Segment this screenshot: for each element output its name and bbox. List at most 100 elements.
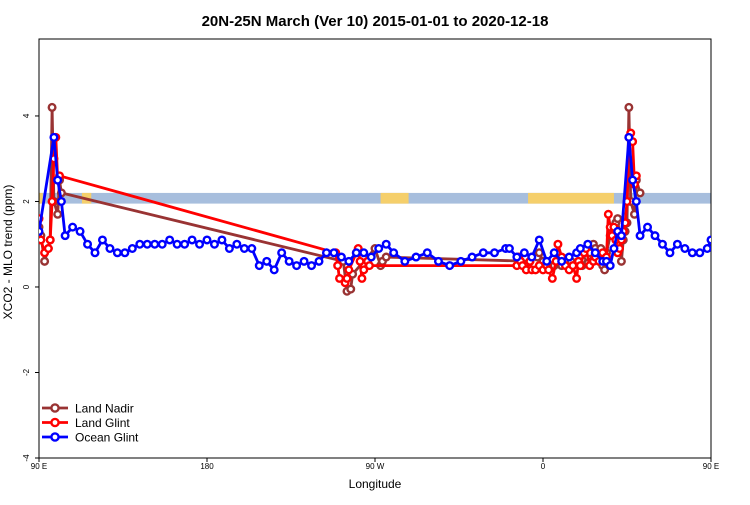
x-tick-label: 90 E [31, 462, 47, 471]
data-point [635, 231, 645, 241]
data-point [49, 132, 59, 142]
data-point [603, 209, 613, 219]
data-point [628, 175, 638, 185]
data-point [342, 273, 352, 283]
data-point [557, 256, 567, 266]
data-point [321, 248, 331, 258]
data-point [45, 235, 55, 245]
data-point [53, 209, 63, 219]
land-segment [528, 192, 614, 204]
data-point [254, 261, 264, 271]
land-segment [39, 192, 43, 204]
legend-label: Land Nadir [75, 402, 134, 416]
data-point [527, 252, 537, 262]
data-point [40, 256, 50, 266]
data-point [422, 248, 432, 258]
legend-marker [50, 417, 60, 428]
data-point [344, 256, 354, 266]
data-point [60, 231, 70, 241]
data-point [307, 261, 317, 271]
data-point [269, 265, 279, 275]
data-point [381, 239, 391, 249]
data-point [665, 248, 675, 258]
data-point [142, 239, 152, 249]
series-2 [39, 132, 711, 275]
y-tick-label: -2 [22, 368, 31, 376]
y-tick-label: 0 [22, 284, 31, 289]
data-point [706, 235, 711, 245]
data-point [389, 248, 399, 258]
y-axis-label: XCO2 - MLO trend (ppm) [1, 185, 15, 320]
y-tick-label: 4 [22, 113, 31, 118]
data-point [165, 235, 175, 245]
data-point [650, 231, 660, 241]
data-point [232, 239, 242, 249]
data-point [366, 252, 376, 262]
data-point [357, 273, 367, 283]
data-point [445, 261, 455, 271]
y-axis: -4 -2 0 2 4 [22, 113, 39, 462]
data-point [97, 235, 107, 245]
data-point [292, 261, 302, 271]
data-point [702, 244, 711, 253]
data-point [512, 252, 522, 262]
y-tick-label: -4 [22, 454, 31, 462]
data-point [553, 239, 563, 249]
data-point [56, 196, 66, 206]
data-point [284, 256, 294, 266]
data-point [68, 222, 78, 232]
data-point [364, 261, 374, 271]
data-point [262, 256, 272, 266]
data-point [217, 235, 227, 245]
data-point [359, 265, 369, 275]
legend-marker [50, 432, 60, 442]
x-tick-label: 90 W [366, 462, 385, 471]
data-point [195, 239, 205, 249]
data-point [613, 214, 623, 224]
data-point [635, 188, 645, 198]
data-point [680, 243, 690, 253]
data-point [534, 235, 544, 245]
data-point [605, 261, 615, 271]
x-tick-label: 90 E [703, 462, 719, 471]
series-layer [39, 102, 711, 296]
data-point [351, 248, 361, 258]
data-point [695, 248, 705, 258]
data-point [624, 132, 634, 142]
data-point [39, 235, 46, 245]
data-point [344, 265, 354, 275]
data-point [544, 265, 554, 275]
data-point [609, 243, 619, 253]
data-point [346, 284, 356, 294]
data-point [299, 256, 309, 266]
data-point [542, 256, 552, 266]
chart-title: 20N-25N March (Ver 10) 2015-01-01 to 202… [202, 13, 549, 30]
land-segment [713, 193, 717, 204]
data-point [381, 252, 391, 262]
data-point [583, 239, 593, 249]
x-axis-label: Longitude [349, 477, 402, 491]
data-point [504, 243, 514, 253]
data-point [575, 243, 585, 253]
legend-label: Ocean Glint [75, 431, 139, 445]
data-point [549, 248, 559, 258]
data-point [359, 248, 369, 258]
data-point [467, 252, 477, 262]
land-segment [380, 192, 409, 204]
data-point [657, 239, 667, 249]
data-point [90, 248, 100, 258]
legend-item: Land Nadir [42, 402, 134, 416]
data-point [209, 239, 219, 249]
data-point [39, 226, 44, 236]
data-point [590, 248, 600, 258]
data-point [247, 243, 257, 253]
data-point [489, 248, 499, 258]
data-point [112, 248, 122, 258]
data-point [333, 261, 343, 271]
data-point [277, 248, 287, 258]
x-tick-label: 180 [200, 462, 214, 471]
x-tick-label: 0 [541, 462, 546, 471]
data-point [224, 243, 234, 253]
data-point [400, 256, 410, 266]
